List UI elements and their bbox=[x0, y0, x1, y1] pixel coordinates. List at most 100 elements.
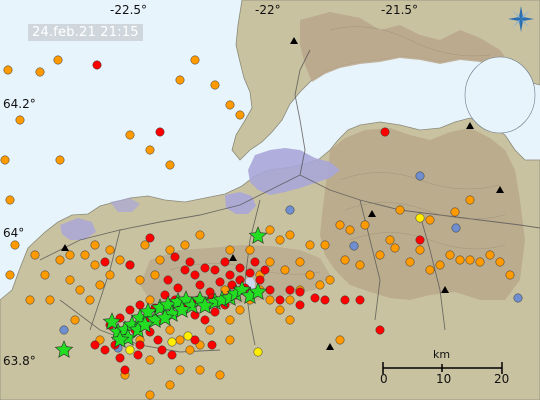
lake-thingvallavatn bbox=[464, 56, 536, 134]
earthquake-dot bbox=[105, 270, 115, 280]
earthquake-dot bbox=[210, 307, 220, 317]
earthquake-dot bbox=[485, 250, 495, 260]
earthquake-dot bbox=[340, 255, 350, 265]
earthquake-dot bbox=[145, 295, 155, 305]
earthquake-dot bbox=[190, 270, 200, 280]
earthquake-dot bbox=[5, 195, 15, 205]
earthquake-dot bbox=[59, 325, 69, 335]
earthquake-dot bbox=[90, 340, 100, 350]
earthquake-dot bbox=[305, 240, 315, 250]
earthquake-dot bbox=[235, 110, 245, 120]
earthquake-dot bbox=[53, 55, 63, 65]
compass-rose-icon[interactable] bbox=[506, 4, 536, 34]
earthquake-dot bbox=[200, 263, 210, 273]
longitude-label: -22.5° bbox=[110, 3, 148, 17]
earthquake-dot bbox=[265, 257, 275, 267]
earthquake-dot bbox=[335, 335, 345, 345]
earthquake-dot bbox=[90, 240, 100, 250]
earthquake-dot bbox=[253, 347, 263, 357]
earthquake-dot bbox=[245, 245, 255, 255]
earthquake-dot bbox=[163, 275, 173, 285]
earthquake-dot bbox=[415, 213, 425, 223]
earthquake-dot bbox=[220, 257, 230, 267]
earthquake-dot bbox=[235, 305, 245, 315]
earthquake-dot bbox=[255, 275, 265, 285]
earthquake-dot bbox=[180, 240, 190, 250]
earthquake-dot bbox=[405, 257, 415, 267]
earthquake-dot bbox=[285, 315, 295, 325]
scale-unit: km bbox=[433, 348, 451, 361]
earthquake-dot bbox=[425, 215, 435, 225]
earthquake-dot bbox=[355, 260, 365, 270]
earthquake-dot bbox=[215, 370, 225, 380]
earthquake-dot bbox=[125, 260, 135, 270]
earthquake-dot bbox=[285, 285, 295, 295]
urban-hafnarfjordur bbox=[225, 192, 256, 214]
earthquake-dot bbox=[225, 315, 235, 325]
earthquake-dot bbox=[165, 245, 175, 255]
earthquake-dot bbox=[185, 345, 195, 355]
earthquake-dot bbox=[195, 230, 205, 240]
earthquake-dot bbox=[55, 155, 65, 165]
earthquake-dot bbox=[180, 265, 190, 275]
earthquake-dot bbox=[513, 293, 523, 303]
earthquake-dot bbox=[450, 207, 460, 217]
earthquake-dot bbox=[275, 235, 285, 245]
earthquake-dot bbox=[220, 285, 230, 295]
large-earthquake-star bbox=[138, 302, 158, 320]
earthquake-dot bbox=[200, 315, 210, 325]
large-earthquake-star bbox=[248, 226, 268, 244]
earthquake-dot bbox=[25, 295, 35, 305]
earthquake-dot bbox=[115, 353, 125, 363]
station-triangle bbox=[290, 37, 298, 44]
earthquake-dot bbox=[100, 345, 110, 355]
earthquake-dot bbox=[135, 340, 145, 350]
longitude-label: -21.5° bbox=[381, 3, 419, 17]
earthquake-dot bbox=[135, 300, 145, 310]
earthquake-dot bbox=[105, 245, 115, 255]
earthquake-dot bbox=[120, 365, 130, 375]
earthquake-dot bbox=[167, 350, 177, 360]
earthquake-dot bbox=[285, 295, 295, 305]
earthquake-dot bbox=[375, 250, 385, 260]
earthquake-dot bbox=[145, 145, 155, 155]
earthquake-dot bbox=[285, 205, 295, 215]
earthquake-dot bbox=[70, 315, 80, 325]
earthquake-dot bbox=[305, 270, 315, 280]
earthquake-dot bbox=[165, 160, 175, 170]
earthquake-dot bbox=[225, 270, 235, 280]
earthquake-dot bbox=[415, 235, 425, 245]
earthquake-dot bbox=[355, 295, 365, 305]
earthquake-dot bbox=[260, 265, 270, 275]
earthquake-dot bbox=[360, 220, 370, 230]
earthquake-dot bbox=[167, 337, 177, 347]
earthquake-dot bbox=[245, 268, 255, 278]
earthquake-dot bbox=[340, 295, 350, 305]
earthquake-dot bbox=[92, 60, 102, 70]
earthquake-dot bbox=[165, 380, 175, 390]
earthquake-dot bbox=[153, 335, 163, 345]
latitude-label: 64.2° bbox=[3, 97, 36, 111]
earthquake-dot bbox=[190, 55, 200, 65]
urban-west bbox=[110, 198, 140, 212]
earthquake-dot bbox=[125, 305, 135, 315]
earthquake-dot bbox=[145, 390, 155, 400]
earthquake-dot bbox=[335, 220, 345, 230]
large-earthquake-star bbox=[135, 315, 155, 333]
earthquake-dot bbox=[445, 250, 455, 260]
earthquake-dot bbox=[40, 270, 50, 280]
earthquake-dot bbox=[133, 350, 143, 360]
large-earthquake-star bbox=[172, 300, 192, 318]
earthquake-dot bbox=[140, 240, 150, 250]
earthquake-dot bbox=[175, 365, 185, 375]
earthquake-dot bbox=[295, 300, 305, 310]
earthquake-dot bbox=[265, 225, 275, 235]
earthquake-dot bbox=[185, 257, 195, 267]
station-triangle bbox=[496, 186, 504, 193]
earthquake-dot bbox=[205, 325, 215, 335]
station-triangle bbox=[466, 122, 474, 129]
earthquake-dot bbox=[195, 365, 205, 375]
earthquake-dot bbox=[145, 233, 155, 243]
earthquake-dot bbox=[265, 285, 275, 295]
